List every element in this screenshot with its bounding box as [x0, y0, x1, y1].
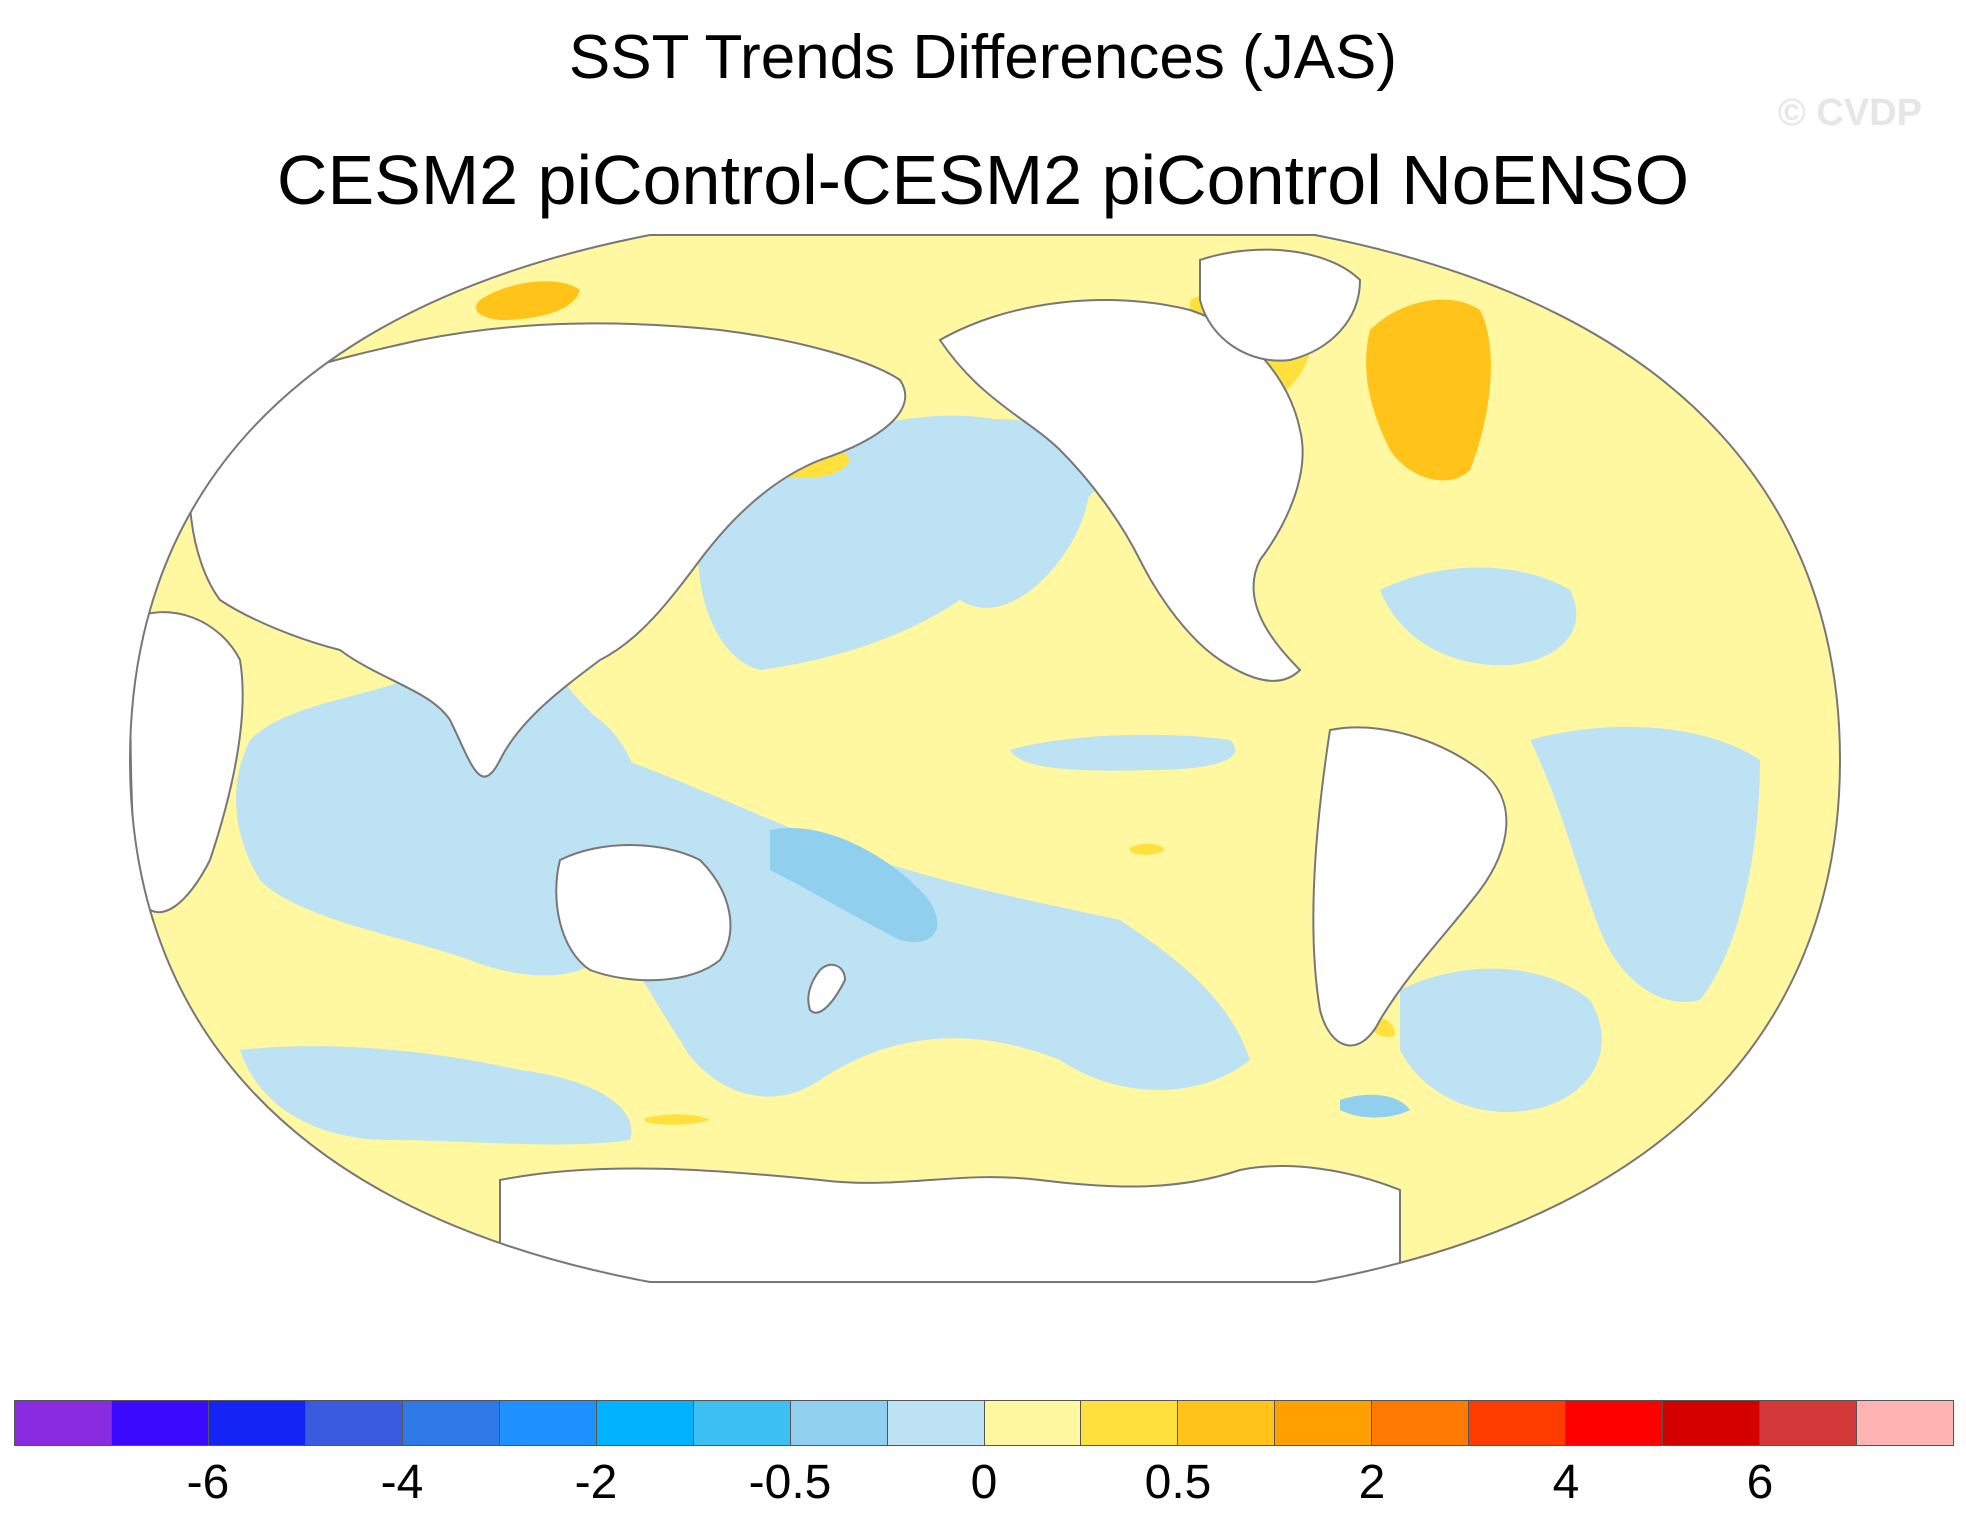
north-atlantic-positive-large: [1366, 299, 1491, 481]
greenland-land: [1199, 248, 1362, 362]
colorbar-tick-label: 0: [970, 1456, 998, 1509]
map-title: SST Trends Differences (JAS): [568, 23, 1398, 92]
colorbar-tick-label: -0.5: [748, 1456, 832, 1509]
colorbar-swatch: [1275, 1401, 1373, 1445]
colorbar-swatch: [15, 1401, 112, 1445]
colorbar-tick-label: 4: [1552, 1456, 1580, 1509]
cvdp-watermark: © CVDP: [1777, 92, 1922, 134]
tropical-atlantic-negative-region: [1530, 726, 1760, 1002]
antarctica-land: [499, 1165, 1401, 1282]
colorbar-tick-label: -6: [186, 1456, 230, 1509]
map-boundary: [128, 234, 1842, 1283]
colorbar-tick-labels: -6 -4 -2 -0.5 0 0.5 2 4 6: [0, 1455, 1966, 1515]
pacific-sector-negative-moderate: [770, 828, 938, 942]
colorbar-swatch: [887, 1401, 985, 1445]
south-atlantic-negative-region: [1400, 968, 1602, 1112]
equatorial-pacific-positive-moderate: [1130, 843, 1165, 855]
colorbar-swatch: [1469, 1401, 1567, 1445]
australia-land: [555, 844, 732, 982]
colorbar: [14, 1400, 1954, 1446]
south-america-land: [1312, 726, 1508, 1047]
land-masses: [130, 248, 1508, 1282]
north-america-land: [938, 299, 1304, 682]
colorbar-swatch: [111, 1401, 209, 1445]
colorbar-swatch: [1566, 1401, 1664, 1445]
map-subtitle: CESM2 piControl-CESM2 piControl NoENSO: [276, 141, 1690, 219]
indian-ocean-negative-region: [236, 629, 645, 976]
colorbar-swatch: [402, 1401, 500, 1445]
equatorial-pacific-negative-strip: [1010, 734, 1236, 771]
colorbar-tick-label: -2: [574, 1456, 618, 1509]
colorbar-tick-label: -4: [380, 1456, 424, 1509]
colorbar-swatch: [693, 1401, 791, 1445]
colorbar-swatch: [208, 1401, 306, 1445]
new-zealand-land: [807, 963, 847, 1014]
colorbar-swatch: [305, 1401, 403, 1445]
colorbar-swatch: [984, 1401, 1082, 1445]
colorbar-swatch: [1372, 1401, 1470, 1445]
colorbar-swatch: [1178, 1401, 1276, 1445]
south-atlantic-negative-moderate: [1340, 1094, 1410, 1118]
siberian-arctic-positive-large: [476, 281, 580, 320]
colorbar-tick-label: 6: [1746, 1456, 1774, 1509]
colorbar-swatch: [1857, 1401, 1954, 1445]
north-atlantic-negative-region: [1380, 567, 1577, 666]
eurasia-land: [188, 322, 907, 778]
colorbar-swatch: [790, 1401, 888, 1445]
colorbar-swatch: [1760, 1401, 1858, 1445]
colorbar-tick-label: 2: [1358, 1456, 1386, 1509]
southern-ocean-positive-moderate: [645, 1114, 710, 1125]
colorbar-swatch: [1081, 1401, 1179, 1445]
colorbar-swatch: [1663, 1401, 1761, 1445]
colorbar-swatch: [596, 1401, 694, 1445]
colorbar-swatch: [499, 1401, 597, 1445]
colorbar-tick-label: 0.5: [1144, 1456, 1212, 1509]
southern-indian-negative-region: [240, 1046, 632, 1145]
northeast-pacific-negative-region: [930, 419, 1091, 608]
